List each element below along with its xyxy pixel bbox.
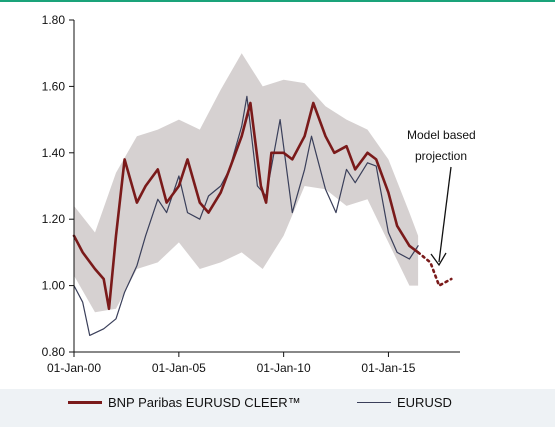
y-tick-label: 1.60 [42,79,66,93]
annotation-arrow [438,166,452,263]
y-tick-label: 1.80 [42,13,66,27]
legend-label-cleer: BNP Paribas EURUSD CLEER™ [108,395,301,410]
annotation-layer: Model based projection [407,128,476,267]
x-tick-label: 01-Jan-00 [47,361,101,375]
confidence-band [74,53,419,313]
projection-line [416,251,453,287]
x-tick-label: 01-Jan-10 [257,361,311,375]
annotation-arrowhead [430,252,447,267]
legend-swatch-cleer [68,401,102,404]
series-layer [72,95,453,336]
x-tick-label: 01-Jan-05 [152,361,206,375]
cleer-line [72,101,420,311]
confidence-band-layer [74,53,419,313]
annotation-line-1: Model based [407,128,476,142]
axis-layer: 0.80 1.00 1.20 1.40 1.60 1.80 01-Jan-00 01-Jan-… [42,13,460,375]
eurusd-line [73,95,419,336]
y-tick-label: 0.80 [42,345,66,359]
legend-item-eurusd: EURUSD [357,395,452,410]
legend-swatch-eurusd [357,402,391,403]
legend-label-eurusd: EURUSD [397,395,452,410]
top-accent-line [0,0,555,2]
legend: BNP Paribas EURUSD CLEER™ EURUSD [0,389,555,427]
y-tick-label: 1.40 [42,146,66,160]
x-tick-label: 01-Jan-15 [361,361,415,375]
eurusd-chart: 0.80 1.00 1.20 1.40 1.60 1.80 01-Jan-00 01-Jan-… [42,13,476,375]
y-tick-label: 1.20 [42,212,66,226]
legend-item-cleer: BNP Paribas EURUSD CLEER™ [68,395,301,410]
y-tick-label: 1.00 [42,279,66,293]
annotation-line-2: projection [415,149,467,163]
